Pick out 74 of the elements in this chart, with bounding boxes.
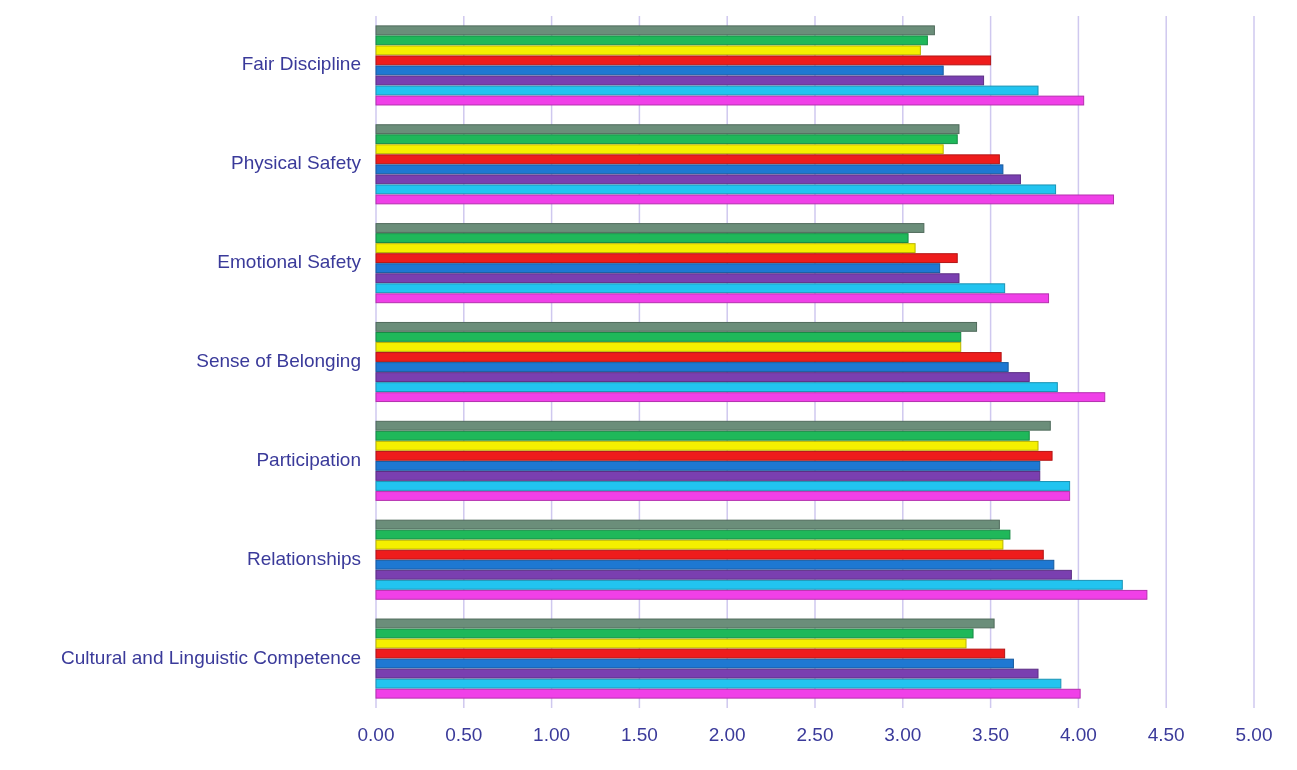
bar: [375, 559, 1055, 570]
bar: [375, 471, 1041, 481]
bar: [375, 638, 967, 649]
bar: [375, 382, 1058, 393]
bar: [375, 243, 916, 253]
bar: [375, 491, 1071, 501]
x-tick-label: 3.00: [884, 724, 922, 745]
bar: [375, 184, 1057, 195]
x-tick-label: 1.00: [533, 724, 571, 745]
bar: [375, 273, 960, 284]
x-tick-label: 2.50: [796, 724, 834, 745]
bar: [375, 549, 1044, 560]
bar: [375, 144, 944, 155]
bar: [375, 648, 1006, 659]
x-tick-label: 4.50: [1147, 724, 1185, 745]
bar: [375, 293, 1050, 304]
bar: [375, 124, 960, 135]
y-tick-label: Emotional Safety: [217, 251, 362, 273]
bar: [375, 579, 1123, 590]
bar: [375, 253, 958, 264]
bar: [375, 342, 962, 352]
bar: [375, 134, 958, 145]
bar: [375, 392, 1106, 403]
bar: [375, 233, 909, 243]
x-tick-label: 4.00: [1059, 724, 1097, 745]
y-tick-label: Physical Safety: [231, 152, 362, 174]
y-tick-label: Cultural and Linguistic Competence: [61, 646, 361, 668]
y-tick-label: Fair Discipline: [241, 53, 361, 75]
bar: [375, 420, 1051, 431]
bar: [375, 460, 1041, 471]
bar: [375, 481, 1071, 491]
x-tick-label: 2.00: [708, 724, 746, 745]
bar: [375, 35, 928, 46]
bar: [375, 529, 1011, 540]
bar: [375, 25, 935, 36]
bar: [375, 450, 1053, 461]
y-tick-label: Participation: [256, 448, 361, 470]
x-tick-label: 3.50: [972, 724, 1010, 745]
bar: [375, 174, 1021, 185]
bar: [375, 263, 941, 274]
x-tick-label: 5.00: [1235, 724, 1273, 745]
bar: [375, 223, 925, 233]
bar: [375, 194, 1115, 205]
bar: [375, 331, 962, 342]
bar: [375, 658, 1014, 669]
bar: [375, 45, 921, 56]
bar: [375, 688, 1081, 699]
y-tick-label: Relationships: [246, 547, 361, 569]
bar: [375, 519, 1000, 530]
bar: [375, 55, 992, 66]
bar: [375, 283, 1006, 294]
bar: [375, 440, 1039, 451]
bar: [375, 569, 1072, 580]
bar: [375, 372, 1030, 382]
x-tick-label: 1.50: [620, 724, 658, 745]
bar: [375, 362, 1009, 372]
bar: [375, 430, 1030, 441]
bar: [375, 352, 1002, 362]
bar: [375, 678, 1062, 689]
bar: [375, 75, 985, 86]
bar: [375, 95, 1085, 106]
bar: [375, 321, 978, 332]
y-tick-label: Sense of Belonging: [196, 350, 361, 372]
bar: [375, 65, 944, 76]
bar: [375, 628, 974, 639]
bar: [375, 539, 1004, 550]
bar: [375, 668, 1039, 679]
x-tick-label: 0.50: [445, 724, 483, 745]
x-tick-label: 0.00: [357, 724, 395, 745]
bar: [375, 85, 1039, 96]
bar: [375, 589, 1148, 600]
bar: [375, 618, 995, 629]
bar: [375, 154, 1000, 165]
bar: [375, 164, 1004, 175]
